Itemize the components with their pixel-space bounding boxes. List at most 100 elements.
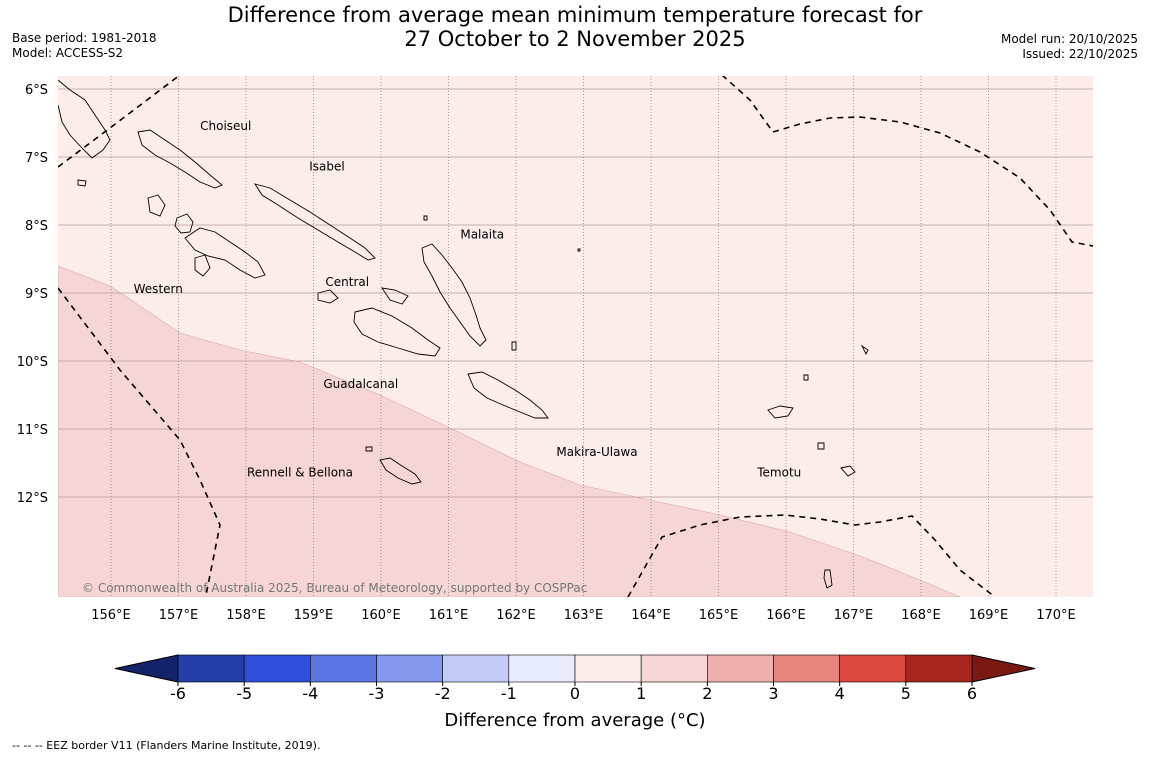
colorbar-segment [508,654,576,683]
lon-tick-label: 163°E [564,608,604,623]
lon-tick-label: 169°E [969,608,1009,623]
island-makira [467,371,549,419]
lon-tick-label: 159°E [294,608,334,623]
copyright-notice: © Commonwealth of Australia 2025, Bureau… [82,581,587,595]
lat-tick-label: 10°S [17,355,48,370]
island-santa-cruz [767,405,794,419]
lon-tick-label: 165°E [699,608,739,623]
lat-tick-label: 12°S [17,491,48,506]
lon-tick-label: 160°E [361,608,401,623]
island-malaita [421,243,487,347]
colorbar: -6 -5 -4 -3 -2 -1 0 1 2 3 4 5 6 [114,654,1036,703]
island-reef-islands [803,374,809,381]
island-utupua [817,442,825,450]
island-isabel [254,183,376,261]
colorbar-tick-label: 5 [901,684,911,703]
colorbar-tick-label: -6 [170,684,186,703]
island-vella-lavella [147,194,166,217]
title-line-1: Difference from average mean minimum tem… [227,3,923,27]
colorbar-tick-label: 4 [835,684,845,703]
eez-line-south [627,514,996,597]
lon-tick-label: 156°E [91,608,131,623]
colorbar-tick-label: -5 [236,684,252,703]
islands [58,79,869,589]
base-period: Base period: 1981-2018 [12,31,157,45]
region-label: Guadalcanal [323,377,398,391]
island-russell [381,287,409,305]
island-florida [317,289,339,304]
colorbar-segment [243,654,311,683]
issued-date: Issued: 22/10/2025 [1022,47,1138,61]
island-ulawa [511,341,517,351]
region-label: Western [134,282,183,296]
colorbar-tick-label: 1 [636,684,646,703]
island-duff [860,344,869,356]
eez-line-west [58,287,221,597]
colorbar-tick-label: 6 [967,684,977,703]
colorbar-segment [839,654,907,683]
colorbar-segment [376,654,443,683]
lon-tick-label: 158°E [226,608,266,623]
title-line-2: 27 October to 2 November 2025 [404,27,746,51]
model-run: Model run: 20/10/2025 [1000,32,1138,46]
colorbar-tick-label: -3 [369,684,385,703]
island-bougainville [58,79,111,159]
colorbar-label: Difference from average (°C) [444,710,706,731]
colorbar-segment [310,654,377,683]
colorbar-segment [442,654,510,683]
anomaly-1-2-region [58,265,961,597]
region-label: Rennell & Bellona [247,466,353,480]
lon-tick-label: 170°E [1036,608,1076,623]
lat-tick-label: 7°S [25,151,48,166]
colorbar-segment [640,654,708,683]
island-vanikoro [840,465,856,477]
island-shortland [77,179,87,187]
region-label: Temotu [756,466,801,480]
colorbar-high-extend [971,654,1036,683]
island-guadalcanal [353,307,441,357]
lon-tick-label: 157°E [159,608,199,623]
island-sikaiana [577,248,581,252]
eez-borders [58,76,1093,597]
island-new-georgia [184,227,266,279]
province-labels: Choiseul Isabel Malaita Central Western Guada… [134,119,802,480]
meta-left: Base period: 1981-2018 Model: ACCESS-S2 [12,31,157,61]
colorbar-segment [574,654,642,683]
region-label: Isabel [309,160,344,174]
region-label: Malaita [460,228,504,242]
island-kolombangara [174,213,194,234]
colorbar-tick-label: -1 [501,684,517,703]
island-tikopia [823,569,833,589]
island-rendova [194,254,211,277]
colorbar-segment [905,654,973,683]
island-choiseul [137,129,223,189]
lon-tick-label: 168°E [901,608,941,623]
lon-tick-label: 164°E [631,608,671,623]
lon-tick-label: 161°E [429,608,469,623]
lat-tick-label: 11°S [17,423,48,438]
colorbar-low-extend [114,654,179,683]
lon-tick-label: 162°E [496,608,536,623]
model-name: Model: ACCESS-S2 [12,46,124,60]
lat-tick-label: 6°S [25,83,48,98]
colorbar-tick-label: 0 [570,684,580,703]
latitude-labels: 6°S 7°S 8°S 9°S 10°S 11°S 12°S [17,83,48,506]
island-ontong [423,215,428,221]
colorbar-tick-label: 3 [768,684,778,703]
chart-title: Difference from average mean minimum tem… [200,3,950,51]
graticule [58,76,1093,597]
eez-line-north-png [58,76,181,168]
longitude-labels: 156°E 157°E 158°E 159°E 160°E 161°E 162°E 163°E… [91,608,1076,623]
colorbar-segment [773,654,840,683]
colorbar-tick-label: -4 [302,684,318,703]
island-bellona [365,446,373,452]
colorbar-tick-label: 2 [702,684,712,703]
colorbar-segment [177,654,245,683]
lon-tick-label: 167°E [834,608,874,623]
colorbar-segment [707,654,774,683]
island-rennell [379,457,422,485]
colorbar-tick-label: -2 [435,684,451,703]
region-label: Makira-Ulawa [556,445,637,459]
lat-tick-label: 9°S [25,287,48,302]
